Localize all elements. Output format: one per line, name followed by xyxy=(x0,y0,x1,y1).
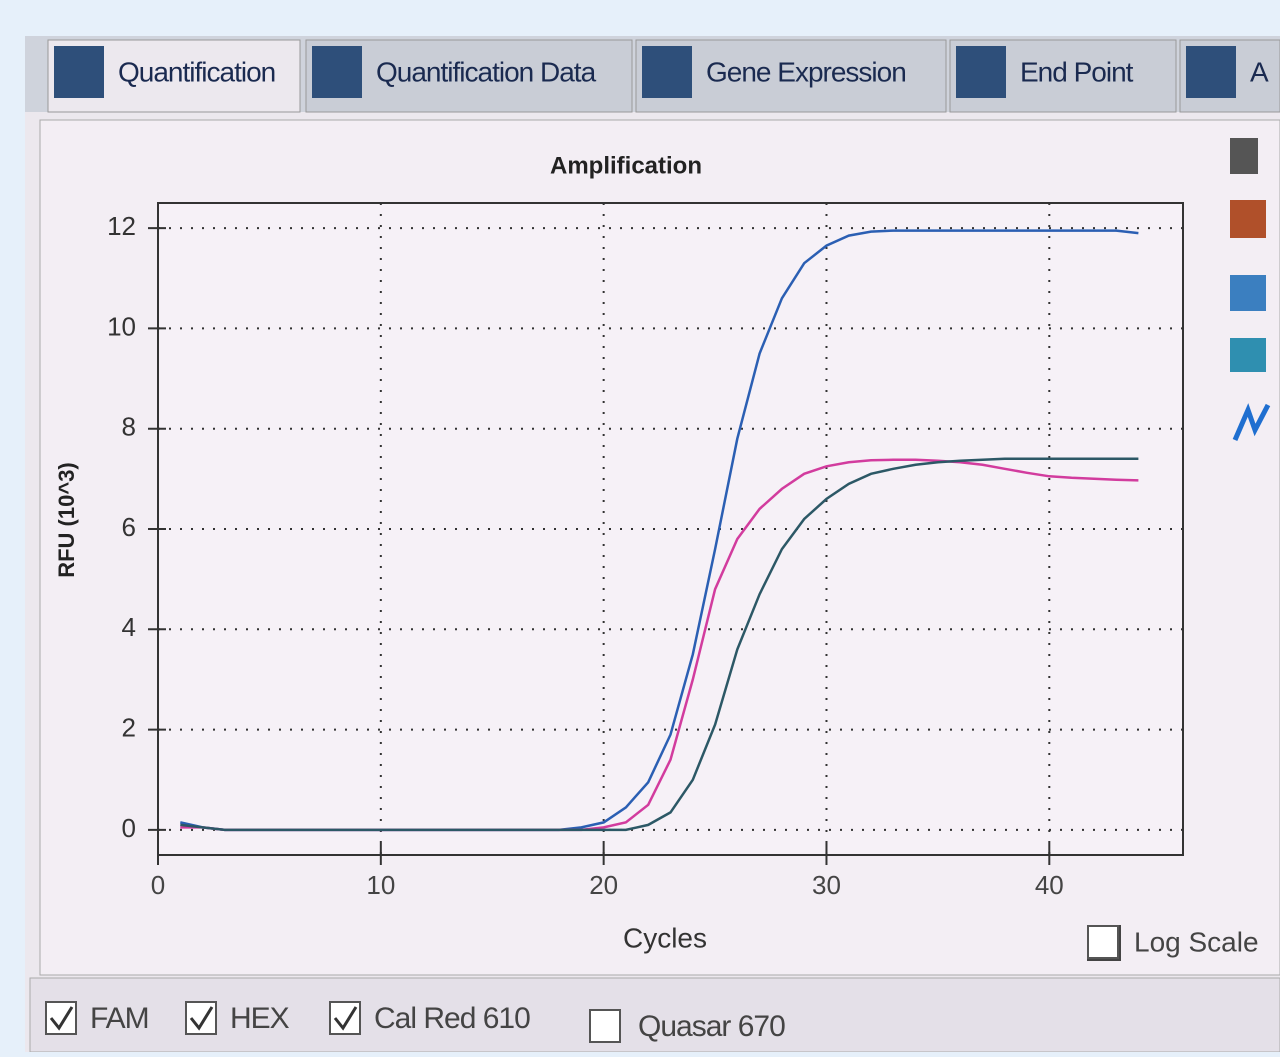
channel-checkbox[interactable] xyxy=(590,1010,620,1042)
x-tick-label: 20 xyxy=(589,870,618,900)
y-tick-label: 2 xyxy=(122,712,136,742)
channel-label[interactable]: Quasar 670 xyxy=(638,1010,785,1043)
app-window: Amplification Cycles RFU (10^3) Log Scal… xyxy=(0,0,1280,1052)
tab-icon[interactable] xyxy=(1186,46,1236,98)
log-scale-check[interactable] xyxy=(1088,926,1118,958)
page: Amplification Cycles RFU (10^3) Log Scal… xyxy=(0,0,1280,1052)
y-axis-label: RFU (10^3) xyxy=(54,462,79,578)
x-tick-label: 10 xyxy=(366,870,395,900)
export-icon[interactable] xyxy=(1230,275,1266,311)
settings-icon[interactable] xyxy=(1230,200,1266,238)
chart-title: Amplification xyxy=(550,152,702,179)
legend-label[interactable]: HEX xyxy=(230,1002,290,1035)
y-tick-label: 6 xyxy=(122,512,136,542)
legend-label[interactable]: FAM xyxy=(90,1002,149,1035)
y-tick-label: 0 xyxy=(122,813,136,843)
tab-label[interactable]: A xyxy=(1250,56,1269,87)
log-scale-label[interactable]: Log Scale xyxy=(1134,926,1259,957)
copy-icon[interactable] xyxy=(1230,138,1258,174)
y-tick-label: 8 xyxy=(122,412,136,442)
tab-icon[interactable] xyxy=(54,46,104,98)
tab-label[interactable]: Quantification Data xyxy=(376,56,597,87)
x-tick-label: 30 xyxy=(812,870,841,900)
tab-label[interactable]: Quantification xyxy=(118,56,275,87)
tab-label[interactable]: End Point xyxy=(1020,56,1134,87)
tab-icon[interactable] xyxy=(642,46,692,98)
zoom-icon[interactable] xyxy=(1230,338,1266,372)
tab-icon[interactable] xyxy=(956,46,1006,98)
y-tick-label: 4 xyxy=(122,612,136,642)
legend-label[interactable]: Cal Red 610 xyxy=(374,1002,530,1035)
x-tick-label: 40 xyxy=(1035,870,1064,900)
y-tick-label: 12 xyxy=(107,211,136,241)
tab-label[interactable]: Gene Expression xyxy=(706,56,906,87)
x-axis-label: Cycles xyxy=(623,922,707,953)
x-tick-label: 0 xyxy=(151,870,165,900)
y-tick-label: 10 xyxy=(107,311,136,341)
tab-icon[interactable] xyxy=(312,46,362,98)
